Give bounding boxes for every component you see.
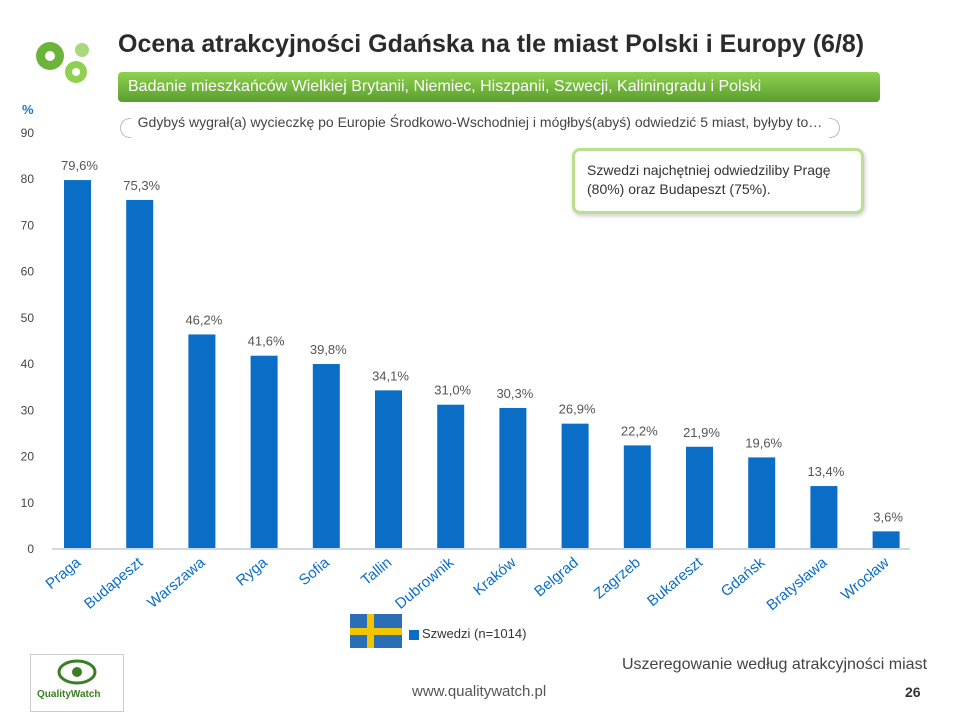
bar-10 — [686, 446, 713, 548]
category-label: Gdańsk — [718, 554, 769, 601]
y-axis-label: % — [22, 102, 34, 117]
y-tick-label: 50 — [21, 311, 35, 325]
data-label: 41,6% — [248, 334, 285, 349]
qualitywatch-logo: QualityWatch — [30, 654, 124, 712]
data-label: 75,3% — [123, 178, 160, 193]
category-label: Bratysława — [763, 554, 831, 615]
y-tick-label: 90 — [21, 126, 35, 140]
category-label: Dubrownik — [392, 554, 458, 613]
data-label: 39,8% — [310, 342, 347, 357]
data-label: 13,4% — [807, 464, 844, 479]
y-tick-label: 40 — [21, 357, 35, 371]
data-label: 31,0% — [434, 383, 471, 398]
y-tick-label: 70 — [21, 218, 35, 232]
bar-8 — [561, 423, 589, 548]
legend-swatch — [409, 630, 419, 640]
data-label: 34,1% — [372, 368, 409, 383]
bar-4 — [312, 364, 340, 548]
bar-5 — [375, 390, 402, 548]
category-label: Tallin — [358, 554, 395, 589]
y-tick-label: 60 — [21, 265, 35, 279]
bar-7 — [499, 407, 527, 548]
data-label: 79,6% — [61, 158, 98, 173]
page-number: 26 — [905, 684, 921, 700]
y-tick-label: 0 — [27, 542, 34, 556]
bar-12 — [810, 486, 838, 548]
bar-0 — [64, 180, 91, 548]
website-url: www.qualitywatch.pl — [412, 683, 547, 700]
category-label: Praga — [42, 554, 84, 593]
bar-13 — [872, 531, 900, 548]
data-label: 21,9% — [683, 425, 720, 440]
category-label: Belgrad — [531, 554, 582, 600]
y-tick-label: 30 — [21, 403, 35, 417]
y-tick-label: 80 — [21, 172, 35, 186]
category-label: Kraków — [470, 554, 519, 599]
sweden-flag-icon — [350, 614, 402, 648]
gears-icon — [36, 42, 89, 83]
y-tick-label: 20 — [21, 450, 35, 464]
footer-note: Uszeregowanie według atrakcyjności miast — [622, 656, 928, 673]
bar-6 — [437, 404, 465, 548]
category-label: Wrocław — [838, 554, 893, 604]
logo-text: QualityWatch — [37, 689, 101, 700]
subtitle-text: Badanie mieszkańców Wielkiej Brytanii, N… — [128, 78, 762, 95]
bar-2 — [188, 334, 216, 548]
category-label: Zagrzeb — [591, 554, 644, 602]
data-label: 26,9% — [559, 402, 596, 417]
bar-9 — [623, 445, 651, 548]
bar-11 — [748, 457, 776, 548]
data-label: 22,2% — [621, 423, 658, 438]
bar-3 — [250, 355, 278, 548]
data-label: 30,3% — [496, 386, 533, 401]
subtitle-banner: Badanie mieszkańców Wielkiej Brytanii, N… — [118, 72, 880, 102]
category-label: Budapeszt — [81, 554, 147, 613]
data-label: 19,6% — [745, 435, 782, 450]
category-label: Bukareszt — [644, 554, 707, 610]
insight-callout: Szwedzi najchętniej odwiedziliby Pragę (… — [572, 148, 864, 214]
category-label: Ryga — [233, 554, 271, 590]
survey-question: Gdybyś wygrał(a) wycieczkę po Europie Śr… — [120, 114, 840, 140]
legend-label: Szwedzi (n=1014) — [422, 626, 527, 641]
category-label: Warszawa — [144, 554, 209, 612]
page-title: Ocena atrakcyjności Gdańska na tle miast… — [118, 30, 865, 58]
data-label: 46,2% — [185, 312, 222, 327]
y-tick-label: 10 — [21, 496, 35, 510]
callout-text: Szwedzi najchętniej odwiedziliby Pragę (… — [587, 162, 831, 197]
data-label: 3,6% — [873, 509, 903, 524]
bar-1 — [126, 199, 154, 549]
category-label: Sofia — [296, 554, 334, 589]
eye-icon — [57, 659, 97, 685]
